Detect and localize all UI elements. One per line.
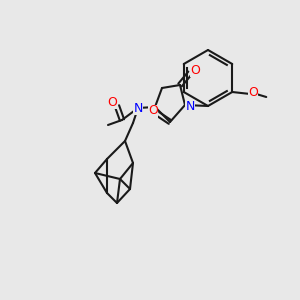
- Text: O: O: [248, 86, 258, 100]
- Text: O: O: [190, 64, 200, 76]
- Text: O: O: [107, 95, 117, 109]
- Text: N: N: [185, 100, 195, 113]
- Text: N: N: [133, 101, 143, 115]
- Text: O: O: [148, 104, 158, 118]
